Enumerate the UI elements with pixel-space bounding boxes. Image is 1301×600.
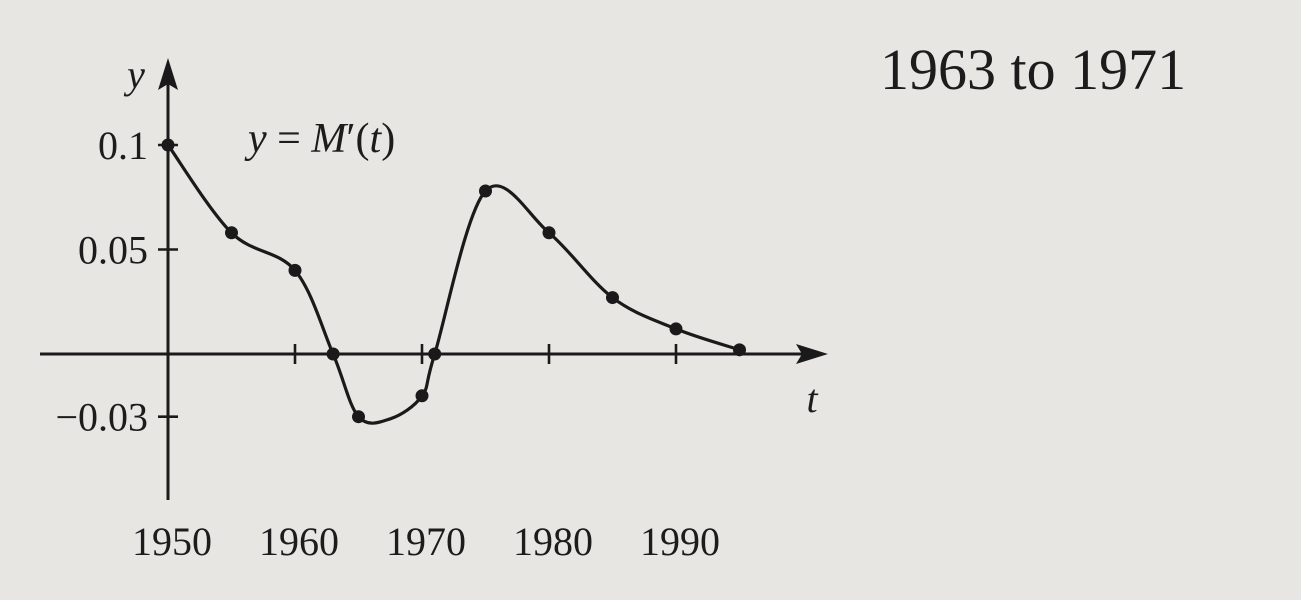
x-tick-label-1970: 1970 xyxy=(386,519,466,564)
data-point-1990 xyxy=(669,322,683,336)
data-point-1970 xyxy=(415,389,429,403)
x-tick-label-1950: 1950 xyxy=(132,519,212,564)
tick-labels: 1950 1960 1970 1980 1990 0.1 0.05 −0.03 t y xyxy=(55,52,818,564)
data-point-1960 xyxy=(288,263,302,277)
data-point-1971 xyxy=(428,347,442,361)
y-axis-label: y xyxy=(123,52,145,97)
data-points xyxy=(161,138,746,424)
x-tick-label-1960: 1960 xyxy=(259,519,339,564)
data-point-1950 xyxy=(161,138,175,152)
data-point-1980 xyxy=(542,226,556,240)
curve-label: y = M′(t) xyxy=(244,116,395,162)
curve-line xyxy=(166,143,742,425)
data-point-1985 xyxy=(606,291,619,305)
x-axis-arrow xyxy=(796,344,828,364)
data-point-1955 xyxy=(225,226,238,240)
answer-text: 1963 to 1971 xyxy=(880,37,1187,102)
data-point-1963 xyxy=(326,347,340,361)
y-tick-label-1: 0.05 xyxy=(78,228,148,273)
data-point-1975 xyxy=(479,184,492,198)
y-tick-label-2: −0.03 xyxy=(55,395,148,440)
x-tick-label-1980: 1980 xyxy=(513,519,593,564)
y-tick-label-0: 0.1 xyxy=(98,123,148,168)
x-tick-label-1990: 1990 xyxy=(640,519,720,564)
axes xyxy=(40,58,828,500)
x-axis-label: t xyxy=(806,376,818,421)
y-axis-arrow xyxy=(158,58,178,90)
data-point-1965 xyxy=(352,410,365,424)
data-point-1995 xyxy=(733,343,746,357)
